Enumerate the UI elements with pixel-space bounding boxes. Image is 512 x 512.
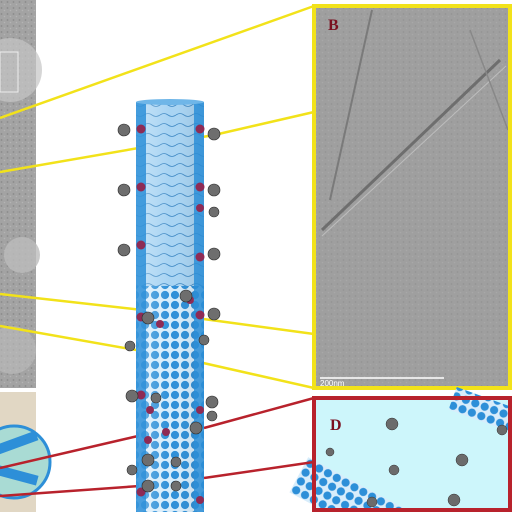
protein-particle (496, 424, 508, 436)
panel-d-label: D (330, 417, 342, 434)
red-connectors (0, 396, 315, 498)
scale-bar-label: 200nm (320, 379, 345, 388)
protein-particle (385, 417, 399, 431)
panel-b-label: B (328, 17, 339, 34)
panel-b-frame (312, 4, 512, 390)
panel-d: D (289, 386, 512, 512)
protein-particle (447, 493, 461, 507)
purple-markers (136, 124, 205, 504)
protein-particle (366, 496, 378, 508)
protein-particle (325, 447, 335, 457)
protein-particle (455, 453, 469, 467)
panel-a-micrograph (0, 0, 42, 388)
protein-particle (388, 464, 400, 476)
panel-d-frame (312, 396, 512, 512)
panel-b: B 200nm (312, 4, 512, 390)
panel-c-schematic (0, 392, 52, 512)
protein-clusters (117, 123, 221, 493)
filament-tube (136, 99, 204, 512)
